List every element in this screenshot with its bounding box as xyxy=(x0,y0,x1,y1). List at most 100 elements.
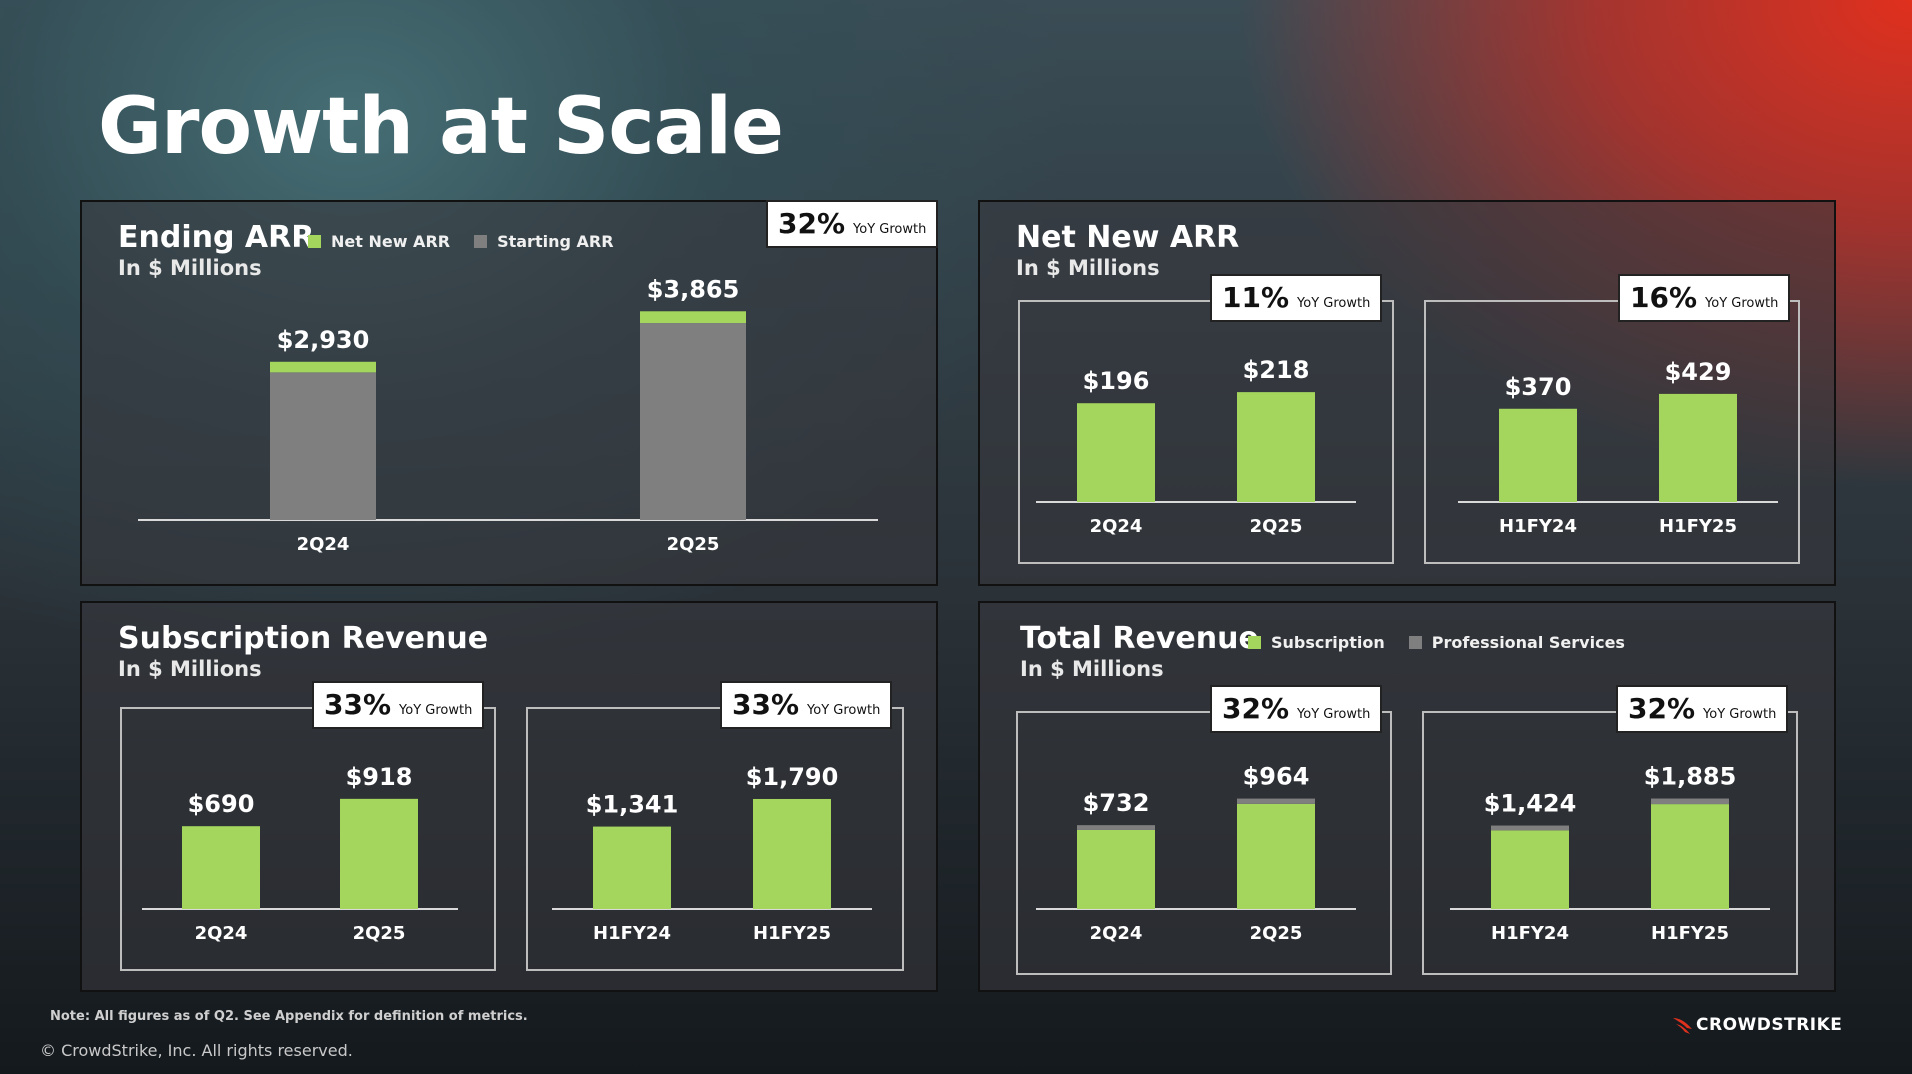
bar-h1fy25-series-0 xyxy=(1659,393,1737,502)
growth-percent: 32% xyxy=(1222,692,1290,725)
legend-label-professional-services: Professional Services xyxy=(1431,633,1625,652)
x-tick-label: H1FY24 xyxy=(1491,923,1569,944)
x-tick-label: 2Q25 xyxy=(667,534,720,555)
x-tick-label: H1FY25 xyxy=(1651,923,1729,944)
copyright: © CrowdStrike, Inc. All rights reserved. xyxy=(40,1041,353,1060)
falcon-icon xyxy=(1673,1018,1692,1034)
growth-percent: 32% xyxy=(778,207,846,240)
growth-label: YoY Growth xyxy=(399,703,473,718)
data-label: $370 xyxy=(1505,373,1572,401)
x-tick-label: 2Q25 xyxy=(353,923,406,944)
growth-label: YoY Growth xyxy=(1297,296,1371,311)
bar-2q24-series-0 xyxy=(1077,403,1155,502)
net-new-arr-half-year-box xyxy=(1424,300,1800,564)
data-label: $196 xyxy=(1083,367,1150,395)
bar-h1fy25-series-0 xyxy=(1651,804,1729,909)
x-tick-label: 2Q24 xyxy=(1090,516,1143,537)
growth-label: YoY Growth xyxy=(1297,707,1371,722)
growth-percent: 33% xyxy=(324,688,392,721)
ending-arr-growth-badge: 32% YoY Growth xyxy=(768,202,937,246)
x-tick-label: 2Q24 xyxy=(297,534,350,555)
bar-2q25-series-0 xyxy=(640,323,746,520)
subscription-revenue-half-year-badge: 33% YoY Growth xyxy=(722,683,891,727)
x-tick-label: H1FY25 xyxy=(1659,516,1737,537)
bar-2q24-series-0 xyxy=(1077,829,1155,909)
ending-arr-subtitle: In $ Millions xyxy=(118,256,262,280)
data-label: $1,790 xyxy=(746,763,839,791)
data-label: $1,341 xyxy=(586,791,679,819)
data-label: $218 xyxy=(1243,356,1310,384)
total-revenue-quarterly-box xyxy=(1016,711,1392,975)
data-label: $964 xyxy=(1243,763,1310,791)
bar-2q24-series-0 xyxy=(182,826,260,909)
bar-2q24-series-1 xyxy=(270,361,376,373)
bar-2q24-series-1 xyxy=(1077,825,1155,830)
total-revenue-quarterly-chart: $732 2Q24 $964 2Q25 xyxy=(1036,763,1356,944)
total-revenue-half-year-badge: 32% YoY Growth xyxy=(1618,687,1787,731)
x-tick-label: 2Q25 xyxy=(1250,923,1303,944)
growth-label: YoY Growth xyxy=(807,703,881,718)
footnote: Note: All figures as of Q2. See Appendix… xyxy=(50,1009,528,1024)
x-tick-label: 2Q24 xyxy=(1090,923,1143,944)
data-label: $1,885 xyxy=(1644,763,1737,791)
legend-swatch-net-new-arr xyxy=(308,235,321,248)
bar-h1fy24-series-0 xyxy=(1491,830,1569,909)
x-tick-label: 2Q25 xyxy=(1250,516,1303,537)
logo-wordmark: CROWDSTRIKE xyxy=(1696,1015,1843,1035)
subscription-revenue-quarterly-box xyxy=(120,707,496,971)
ending-arr-legend: Net New ARR Starting ARR xyxy=(308,232,628,251)
subscription-revenue-subtitle: In $ Millions xyxy=(118,657,262,681)
data-label: $732 xyxy=(1083,789,1150,817)
total-revenue-panel: Total Revenue In $ Millions Subscription… xyxy=(978,601,1836,992)
data-label: $429 xyxy=(1665,358,1732,386)
subscription-revenue-title: Subscription Revenue xyxy=(118,621,489,656)
total-revenue-quarterly-badge: 32% YoY Growth xyxy=(1212,687,1381,731)
subscription-revenue-half-year-chart: $1,341 H1FY24 $1,790 H1FY25 xyxy=(552,763,872,944)
bar-2q25-series-1 xyxy=(1237,798,1315,804)
legend-swatch-starting-arr xyxy=(474,235,488,248)
data-label: $690 xyxy=(188,790,255,818)
growth-percent: 32% xyxy=(1628,692,1696,725)
bar-2q24-series-0 xyxy=(270,372,376,520)
growth-percent: 33% xyxy=(732,688,800,721)
subscription-revenue-quarterly-chart: $690 2Q24 $918 2Q25 xyxy=(142,763,458,944)
net-new-arr-panel: Net New ARR In $ Millions 11% YoY Growth… xyxy=(978,200,1836,586)
legend-label-subscription: Subscription xyxy=(1271,633,1385,652)
net-new-arr-half-year-badge: 16% YoY Growth xyxy=(1620,276,1789,320)
legend-label-net-new-arr: Net New ARR xyxy=(331,232,451,251)
x-tick-label: 2Q24 xyxy=(195,923,248,944)
net-new-arr-half-year-chart: $370 H1FY24 $429 H1FY25 xyxy=(1458,358,1778,537)
growth-percent: 11% xyxy=(1222,281,1290,314)
data-label: $3,865 xyxy=(647,275,740,303)
legend-swatch-professional-services xyxy=(1408,636,1422,649)
bar-2q25-series-0 xyxy=(1237,803,1315,909)
net-new-arr-subtitle: In $ Millions xyxy=(1016,256,1160,280)
total-revenue-title: Total Revenue xyxy=(1020,621,1259,656)
page-title: Growth at Scale xyxy=(98,82,784,172)
data-label: $1,424 xyxy=(1484,790,1577,818)
x-tick-label: H1FY24 xyxy=(593,923,671,944)
bar-h1fy25-series-1 xyxy=(1651,798,1729,805)
total-revenue-subtitle: In $ Millions xyxy=(1020,657,1164,681)
bar-2q25-series-1 xyxy=(640,311,746,324)
bar-2q25-series-0 xyxy=(1237,392,1315,502)
data-label: $2,930 xyxy=(277,326,370,354)
growth-label: YoY Growth xyxy=(1705,296,1779,311)
bar-2q25-series-0 xyxy=(340,798,418,909)
legend-swatch-subscription xyxy=(1248,636,1261,649)
net-new-arr-quarterly-box xyxy=(1018,300,1394,564)
legend-label-starting-arr: Starting ARR xyxy=(497,232,614,251)
total-revenue-half-year-box xyxy=(1422,711,1798,975)
ending-arr-panel: Ending ARR In $ Millions Net New ARR Sta… xyxy=(80,200,938,586)
total-revenue-legend: Subscription Professional Services xyxy=(1248,633,1639,652)
net-new-arr-quarterly-chart: $196 2Q24 $218 2Q25 xyxy=(1036,356,1356,537)
net-new-arr-title: Net New ARR xyxy=(1016,220,1240,255)
bar-h1fy24-series-1 xyxy=(1491,825,1569,831)
x-tick-label: H1FY25 xyxy=(753,923,831,944)
bar-h1fy24-series-0 xyxy=(1499,408,1577,502)
net-new-arr-quarterly-badge: 11% YoY Growth xyxy=(1212,276,1381,320)
growth-label: YoY Growth xyxy=(853,222,927,237)
subscription-revenue-quarterly-badge: 33% YoY Growth xyxy=(314,683,483,727)
growth-percent: 16% xyxy=(1630,281,1698,314)
growth-label: YoY Growth xyxy=(1703,707,1777,722)
